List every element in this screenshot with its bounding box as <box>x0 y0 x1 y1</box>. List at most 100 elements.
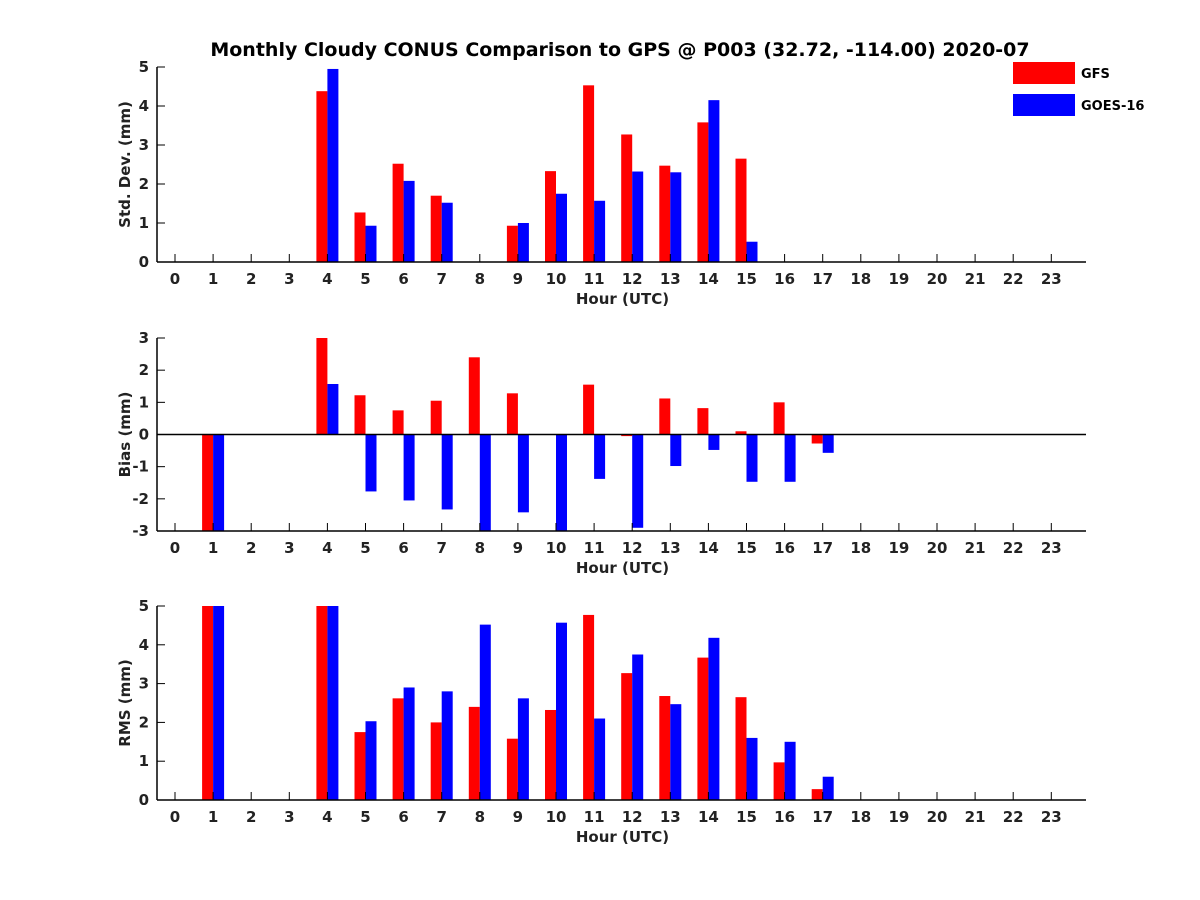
rms-x-tick-label: 8 <box>475 808 485 826</box>
rms-bar-goes16-h4 <box>327 606 339 800</box>
bias-bar-goes16-h5 <box>365 434 377 492</box>
rms-bar-goes16-h1 <box>213 606 225 800</box>
bias-bar-goes16-h14 <box>708 434 720 450</box>
rms-x-tick-label: 11 <box>584 808 605 826</box>
std-dev-bar-goes16-h7 <box>441 202 453 262</box>
std-dev-y-tick-label: 2 <box>139 175 149 193</box>
rms-x-tick-label: 18 <box>850 808 871 826</box>
std-dev-x-tick-label: 2 <box>246 270 256 288</box>
rms-y-tick-label: 4 <box>139 636 149 654</box>
std-dev-x-tick-label: 4 <box>322 270 332 288</box>
rms-y-tick-label: 0 <box>139 791 149 809</box>
bias-x-tick-label: 20 <box>927 539 948 557</box>
bias-x-tick-label: 19 <box>888 539 909 557</box>
rms-bar-goes16-h17 <box>822 776 834 800</box>
bias-x-tick-label: 23 <box>1041 539 1062 557</box>
bias-x-tick-label: 4 <box>322 539 332 557</box>
bias-x-tick-label: 6 <box>398 539 408 557</box>
bias-x-tick-label: 11 <box>584 539 605 557</box>
bias-bar-gfs-h1 <box>202 434 214 531</box>
bias-y-tick-label: -3 <box>132 522 149 540</box>
bias-bar-gfs-h15 <box>735 431 747 435</box>
rms-bar-gfs-h16 <box>773 762 785 800</box>
std-dev-bar-gfs-h6 <box>392 163 404 262</box>
bias-x-tick-label: 18 <box>850 539 871 557</box>
std-dev-x-tick-label: 19 <box>888 270 909 288</box>
legend-label-gfs: GFS <box>1081 67 1110 82</box>
rms-x-tick-label: 23 <box>1041 808 1062 826</box>
bias-bar-gfs-h11 <box>583 384 595 435</box>
bias-x-tick-label: 2 <box>246 539 256 557</box>
rms-y-tick-label: 2 <box>139 713 149 731</box>
rms-bar-gfs-h4 <box>316 606 328 800</box>
std-dev-bar-gfs-h13 <box>659 165 671 262</box>
rms-bar-gfs-h12 <box>621 673 633 800</box>
rms-x-tick-label: 3 <box>284 808 294 826</box>
std-dev-x-tick-label: 23 <box>1041 270 1062 288</box>
bias-x-tick-label: 12 <box>622 539 643 557</box>
rms-x-tick-label: 13 <box>660 808 681 826</box>
bias-bar-goes16-h6 <box>403 434 415 501</box>
std-dev-bar-gfs-h11 <box>583 85 595 262</box>
bias-y-tick-label: 2 <box>139 361 149 379</box>
rms-bar-gfs-h6 <box>392 698 404 800</box>
bias-x-tick-label: 14 <box>698 539 719 557</box>
bias-bar-gfs-h13 <box>659 398 671 435</box>
rms-bar-goes16-h10 <box>556 622 567 800</box>
legend-swatch-goes16 <box>1013 94 1075 116</box>
std-dev-x-tick-label: 13 <box>660 270 681 288</box>
bias-y-axis-label: Bias (mm) <box>116 392 134 478</box>
std-dev-y-tick-label: 5 <box>139 58 149 76</box>
bias-bar-gfs-h7 <box>430 400 442 435</box>
bias-y-tick-label: 0 <box>139 426 149 444</box>
bias-bar-goes16-h11 <box>594 434 606 479</box>
rms-x-tick-label: 6 <box>398 808 408 826</box>
legend-swatch-gfs <box>1013 62 1075 84</box>
rms-bar-gfs-h11 <box>583 614 595 800</box>
std-dev-x-tick-label: 10 <box>546 270 567 288</box>
rms-y-tick-label: 3 <box>139 675 149 693</box>
rms-x-tick-label: 15 <box>736 808 757 826</box>
rms-bar-gfs-h8 <box>468 706 480 800</box>
std-dev-x-tick-label: 17 <box>812 270 833 288</box>
bias-y-tick-label: -1 <box>132 458 149 476</box>
bias-bar-goes16-h8 <box>479 434 491 531</box>
legend: GFS GOES-16 <box>1013 62 1144 116</box>
std-dev-x-tick-label: 6 <box>398 270 408 288</box>
bias-bar-goes16-h1 <box>213 434 225 531</box>
std-dev-x-tick-label: 11 <box>584 270 605 288</box>
rms-x-tick-label: 14 <box>698 808 719 826</box>
bias-x-tick-label: 17 <box>812 539 833 557</box>
rms-bar-gfs-h7 <box>430 722 442 800</box>
rms-bar-goes16-h14 <box>708 637 720 800</box>
std-dev-bar-gfs-h9 <box>506 225 518 262</box>
bias-bar-gfs-h4 <box>316 338 328 435</box>
rms-bar-goes16-h5 <box>365 721 377 800</box>
rms-x-tick-label: 20 <box>927 808 948 826</box>
rms-bar-gfs-h9 <box>506 738 518 800</box>
rms-bar-gfs-h14 <box>697 657 709 800</box>
std-dev-bar-gfs-h10 <box>545 171 556 262</box>
std-dev-x-tick-label: 7 <box>436 270 446 288</box>
std-dev-x-tick-label: 5 <box>360 270 370 288</box>
rms-bar-goes16-h9 <box>517 698 529 800</box>
bias-bar-goes16-h12 <box>632 434 644 528</box>
figure-title: Monthly Cloudy CONUS Comparison to GPS @… <box>210 39 1029 61</box>
rms-x-tick-label: 12 <box>622 808 643 826</box>
bias-bar-gfs-h17 <box>811 434 823 444</box>
rms-x-tick-label: 16 <box>774 808 795 826</box>
rms-x-tick-label: 10 <box>546 808 567 826</box>
bias-bar-gfs-h12 <box>621 434 633 437</box>
std-dev-y-tick-label: 4 <box>139 97 149 115</box>
std-dev-bar-goes16-h15 <box>746 241 758 262</box>
std-dev-x-tick-label: 21 <box>965 270 986 288</box>
rms-x-tick-label: 22 <box>1003 808 1024 826</box>
std-dev-bar-goes16-h10 <box>556 193 567 262</box>
bias-x-tick-label: 16 <box>774 539 795 557</box>
bias-bar-gfs-h9 <box>506 393 518 435</box>
std-dev-bar-goes16-h14 <box>708 100 720 263</box>
bias-x-tick-label: 7 <box>436 539 446 557</box>
rms-bar-goes16-h13 <box>670 704 682 800</box>
